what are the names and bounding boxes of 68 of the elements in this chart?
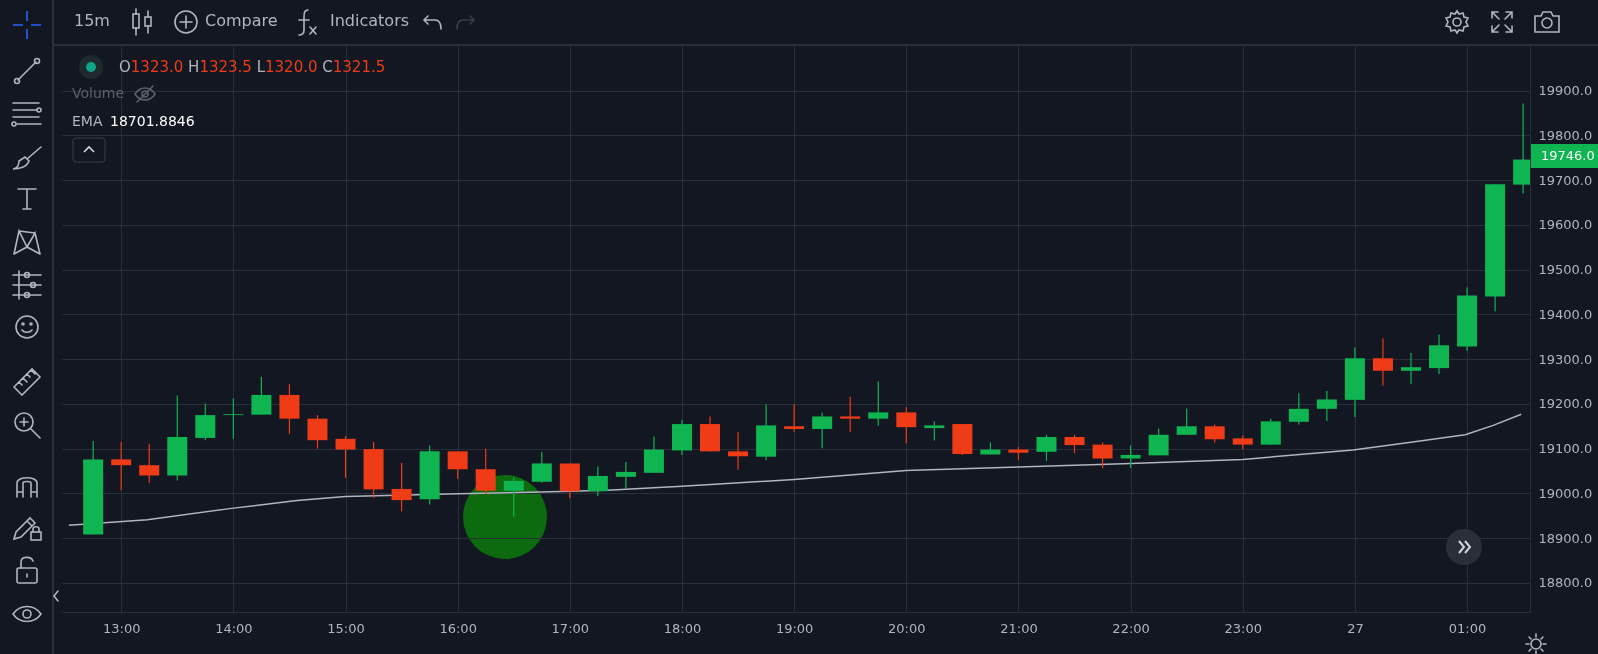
y-tick-label: 19200.0 (1538, 396, 1593, 412)
candlestick (503, 477, 524, 518)
y-tick-label: 19400.0 (1538, 306, 1593, 322)
y-tick-label: 19700.0 (1538, 172, 1593, 188)
candlestick (1429, 333, 1450, 375)
candlestick (111, 441, 132, 491)
candlestick (1260, 418, 1281, 446)
x-tick-label: 16:00 (439, 620, 477, 636)
x-tick-label: 19:00 (775, 620, 814, 636)
candlestick (223, 397, 244, 440)
text: 19746.0 (1531, 144, 1598, 168)
y-tick-label: 19000.0 (1538, 485, 1593, 501)
text: 15m (74, 11, 110, 30)
candlestick (391, 462, 412, 512)
candlestick (1148, 427, 1169, 456)
x-tick-label: 20:00 (888, 620, 926, 636)
candlestick (1036, 434, 1057, 462)
candlestick (812, 411, 833, 449)
y-tick-label: 18800.0 (1538, 575, 1593, 591)
candlestick (587, 465, 608, 497)
x-tick-label: 27 (1347, 620, 1364, 636)
x-tick-label: 21:00 (1000, 620, 1038, 636)
x-tick-label: 14:00 (215, 620, 253, 636)
y-tick-label: 19800.0 (1538, 127, 1593, 143)
candlestick (1064, 434, 1085, 454)
candlestick (139, 443, 160, 484)
candlestick (531, 451, 552, 484)
candlestick (1316, 390, 1337, 422)
candlestick (447, 450, 468, 480)
text: Indicators (330, 11, 410, 30)
annotation: Volume (72, 85, 125, 101)
candlestick (1120, 444, 1141, 469)
candlestick (1092, 441, 1113, 469)
candlestick (728, 431, 749, 471)
candlestick (896, 406, 917, 444)
candlestick (1176, 407, 1197, 436)
candlestick (868, 380, 889, 427)
y-tick-label: 19300.0 (1538, 351, 1593, 367)
candlestick (279, 383, 300, 435)
y-tick-label: 19600.0 (1538, 217, 1593, 233)
candlestick (251, 376, 272, 416)
candlestick (643, 435, 664, 474)
candlestick (195, 402, 216, 441)
candlestick (475, 448, 496, 495)
y-tick-label: 18900.0 (1538, 530, 1593, 546)
x-tick-label: 23:00 (1224, 620, 1262, 636)
x-tick-label: 13:00 (102, 620, 141, 636)
candlestick (1288, 392, 1309, 426)
text: Compare (205, 11, 278, 30)
candlestick (615, 461, 636, 490)
legend-label: EMA (72, 113, 103, 129)
x-tick-label: 15:00 (327, 620, 365, 636)
x-tick-label: 17:00 (551, 620, 590, 636)
candlestick (784, 403, 805, 433)
y-tick-label: 19500.0 (1538, 262, 1593, 278)
annotation: O1323.0 H1323.5 L1320.0 C1321.5 (119, 58, 386, 76)
annotation: 18701.8846 (110, 113, 195, 129)
y-tick-label: 19900.0 (1538, 83, 1593, 99)
candlestick (1372, 337, 1393, 387)
candlestick (1400, 352, 1421, 385)
x-tick-label: 22:00 (1112, 620, 1150, 636)
candlestick (840, 396, 861, 433)
x-tick-label: 01:00 (1448, 620, 1487, 636)
x-tick-label: 18:00 (663, 620, 702, 636)
candlestick (335, 435, 356, 479)
y-tick-label: 19100.0 (1538, 441, 1593, 457)
candlestick (307, 414, 328, 450)
candlestick (924, 420, 945, 442)
